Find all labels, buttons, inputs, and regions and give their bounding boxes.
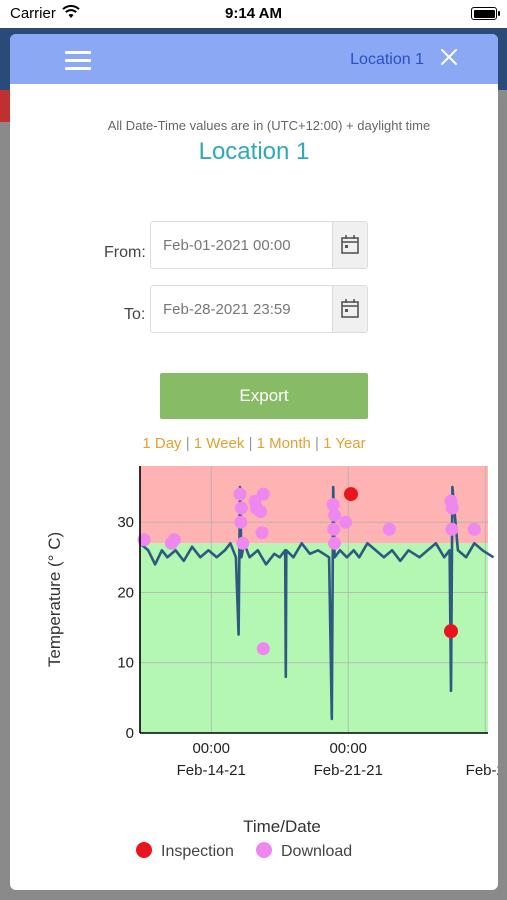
download-point — [326, 498, 340, 512]
carrier-label: Carrier — [10, 5, 56, 22]
download-point — [234, 501, 248, 515]
x-tick-date-label: Feb-21-21 — [314, 762, 383, 779]
timezone-note: All Date-Time values are in (UTC+12:00) … — [107, 118, 431, 133]
download-point — [328, 508, 342, 522]
export-button[interactable]: Export — [160, 373, 368, 419]
status-bar: Carrier 9:14 AM — [0, 0, 507, 28]
wifi-icon — [62, 5, 80, 18]
download-point — [255, 526, 269, 540]
download-point — [236, 536, 250, 550]
download-point — [339, 515, 353, 529]
temperature-chart: 0 10 20 30 00:00 Feb-14-21 00:00 Feb-21-21 Feb-2… — [45, 466, 498, 860]
legend-marker — [256, 842, 272, 858]
to-date-field[interactable]: Feb-28-2021 23:59 — [150, 285, 368, 333]
range-separator: | — [248, 435, 257, 452]
range-1-day[interactable]: 1 Day — [142, 435, 182, 452]
to-date-value: Feb-28-2021 23:59 — [163, 301, 291, 318]
background-app-element — [0, 90, 12, 122]
download-point — [233, 487, 247, 501]
legend-marker — [136, 842, 152, 858]
download-point — [445, 501, 459, 515]
upper-threshold-region — [140, 466, 488, 544]
inspection-point — [343, 487, 358, 502]
from-date-value: Feb-01-2021 00:00 — [163, 237, 291, 254]
y-axis-label: Temperature (° C) — [45, 532, 64, 667]
download-point — [328, 536, 342, 550]
range-separator: | — [185, 435, 194, 452]
to-label: To: — [124, 306, 146, 323]
y-tick-label: 20 — [117, 584, 134, 601]
download-point — [382, 522, 396, 536]
download-point — [167, 533, 181, 547]
legend-label: Inspection — [161, 843, 234, 860]
download-point — [327, 522, 341, 536]
from-label: From: — [104, 244, 146, 261]
range-1-week[interactable]: 1 Week — [193, 435, 245, 452]
range-1-year[interactable]: 1 Year — [323, 435, 366, 452]
location-modal: Location 1 All Date-Time values are in (… — [10, 34, 498, 890]
battery-icon — [471, 7, 500, 20]
clock: 9:14 AM — [225, 5, 282, 22]
x-tick-date-label: Feb-2 — [466, 762, 498, 779]
range-separator: | — [315, 435, 324, 452]
x-axis-label: Time/Date — [243, 817, 321, 836]
download-point — [254, 505, 268, 519]
legend-label: Download — [281, 843, 352, 860]
temperature-line — [139, 485, 495, 721]
y-tick-label: 0 — [126, 725, 134, 742]
x-tick-time-label: 00:00 — [329, 740, 367, 757]
menu-icon[interactable] — [65, 51, 91, 70]
download-point — [467, 522, 481, 536]
calendar-icon[interactable] — [332, 286, 367, 332]
close-icon[interactable] — [440, 48, 458, 66]
download-point — [234, 515, 248, 529]
download-point — [137, 533, 151, 547]
x-tick-date-label: Feb-14-21 — [177, 762, 246, 779]
download-point — [445, 522, 459, 536]
download-point — [256, 642, 270, 656]
header-location-title: Location 1 — [350, 51, 424, 68]
y-tick-label: 30 — [117, 514, 134, 531]
from-date-field[interactable]: Feb-01-2021 00:00 — [150, 221, 368, 269]
calendar-icon[interactable] — [332, 222, 367, 268]
range-1-month[interactable]: 1 Month — [256, 435, 311, 452]
x-tick-time-label: 00:00 — [192, 740, 230, 757]
modal-header: Location 1 — [10, 34, 498, 84]
y-tick-label: 10 — [117, 655, 134, 672]
download-point — [256, 487, 270, 501]
lower-threshold-region — [140, 543, 488, 733]
range-selector: 1 Day | 1 Week | 1 Month | 1 Year — [10, 435, 498, 452]
inspection-point — [444, 624, 459, 639]
location-title: Location 1 — [198, 138, 310, 165]
